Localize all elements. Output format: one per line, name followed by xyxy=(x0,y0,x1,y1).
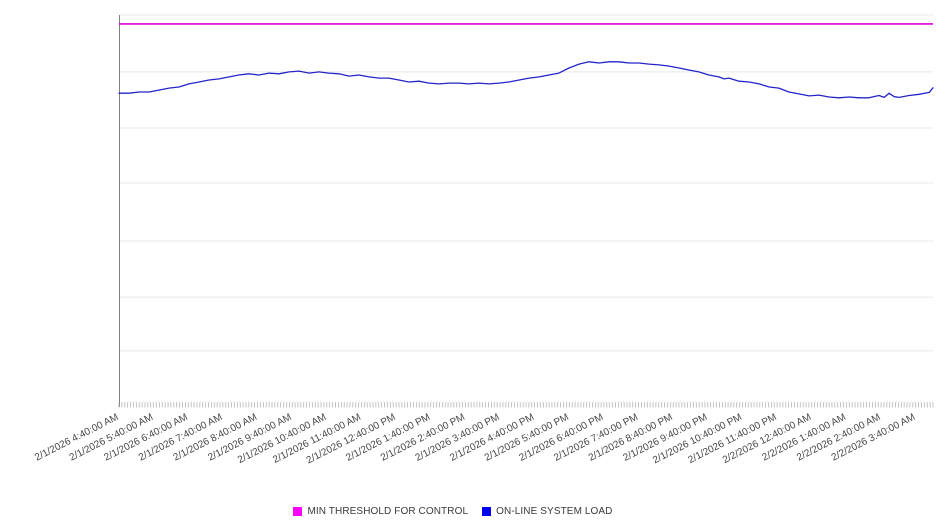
min-threshold-legend-label: MIN THRESHOLD FOR CONTROL xyxy=(307,506,469,517)
online-system-load-legend-label: ON-LINE SYSTEM LOAD xyxy=(496,506,613,517)
legend-item-min-threshold[interactable]: MIN THRESHOLD FOR CONTROL xyxy=(293,506,468,517)
chart-legend: MIN THRESHOLD FOR CONTROL ON-LINE SYSTEM… xyxy=(0,506,926,517)
online-system-load-line xyxy=(118,61,934,99)
min-threshold-swatch-icon xyxy=(293,507,303,516)
x-axis-minor-ticks xyxy=(118,402,934,408)
online-system-load-swatch-icon xyxy=(482,507,492,516)
legend-item-online-system-load[interactable]: ON-LINE SYSTEM LOAD xyxy=(482,506,612,517)
x-axis-tick-labels: 2/1/2026 4:40:00 AM2/1/2026 5:40:00 AM2/… xyxy=(33,412,917,466)
